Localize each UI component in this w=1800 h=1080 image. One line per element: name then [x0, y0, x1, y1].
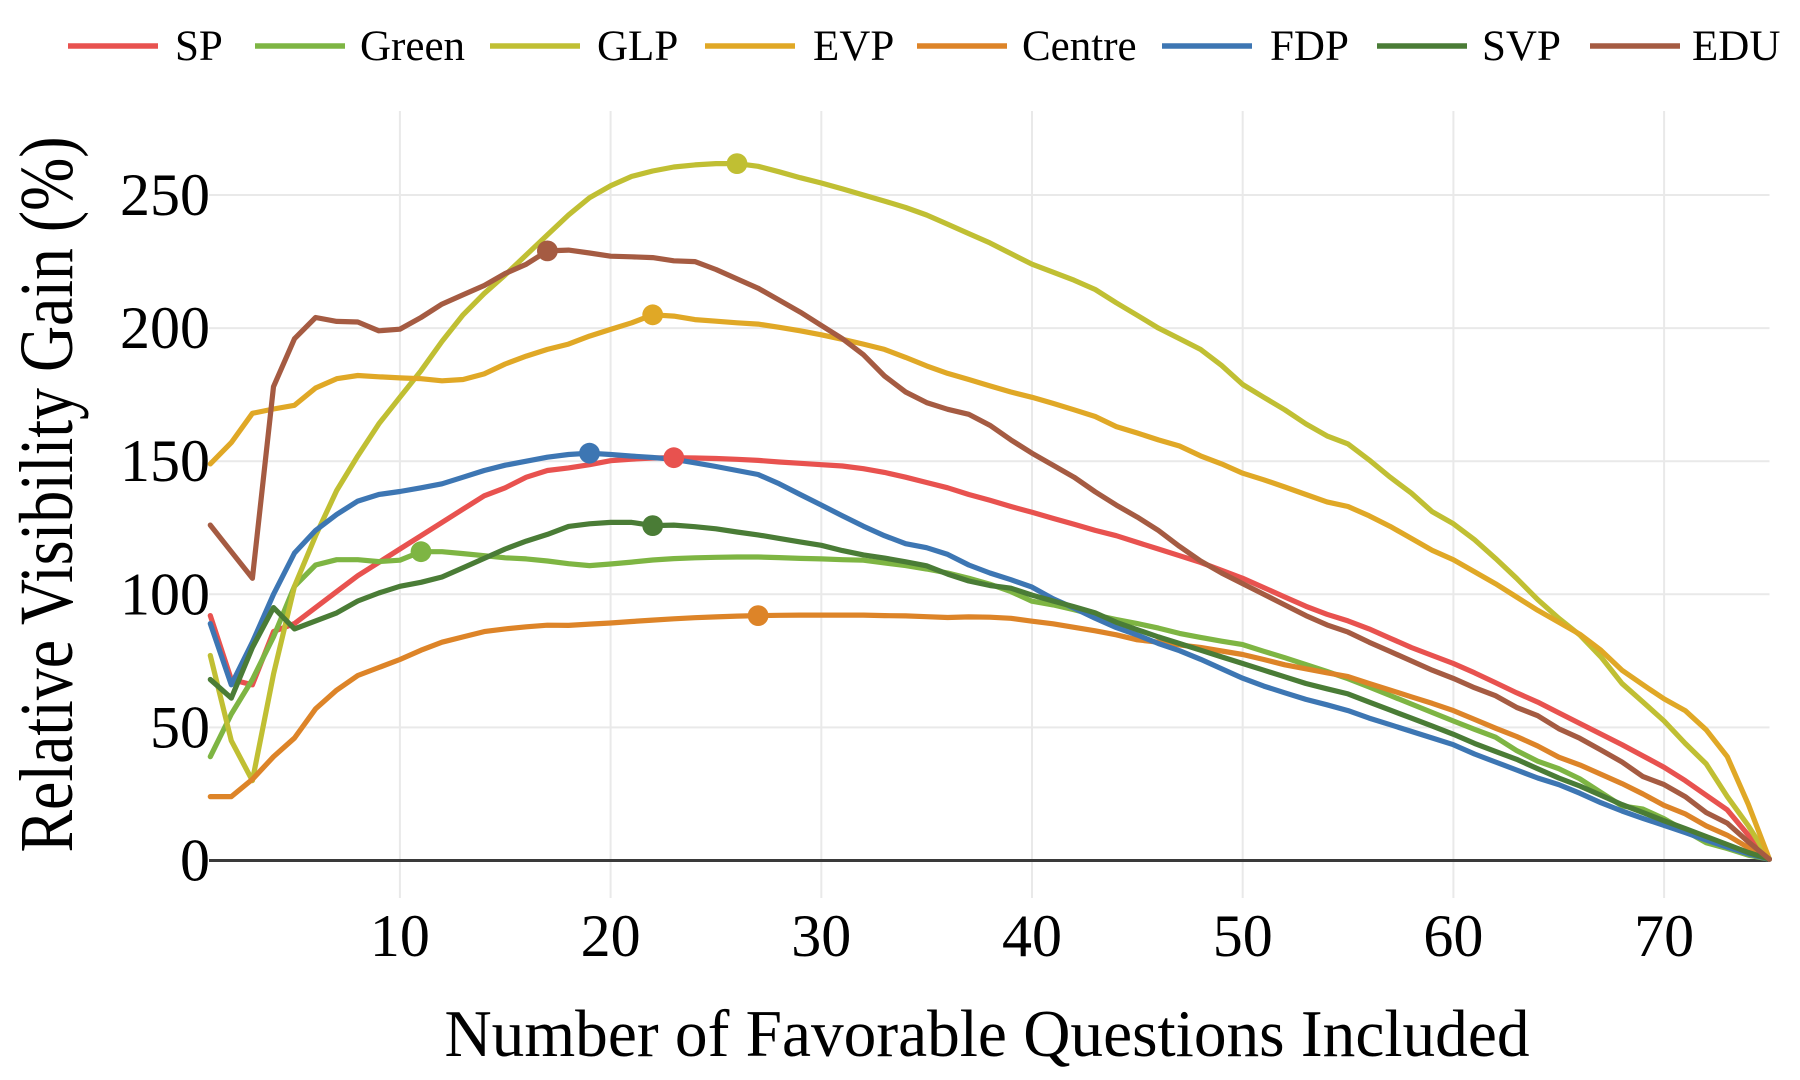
- svg-text:150: 150: [120, 428, 210, 494]
- svg-text:Relative Visibility Gain (%): Relative Visibility Gain (%): [5, 137, 89, 853]
- svg-text:SVP: SVP: [1482, 23, 1561, 70]
- svg-text:70: 70: [1634, 903, 1694, 969]
- svg-text:GLP: GLP: [597, 23, 678, 70]
- svg-text:200: 200: [120, 295, 210, 361]
- svg-text:EVP: EVP: [813, 23, 894, 70]
- svg-text:20: 20: [581, 903, 641, 969]
- svg-text:0: 0: [180, 828, 210, 894]
- svg-text:Green: Green: [360, 23, 465, 70]
- svg-text:40: 40: [1002, 903, 1062, 969]
- svg-text:FDP: FDP: [1270, 23, 1349, 70]
- svg-text:250: 250: [120, 162, 210, 228]
- svg-text:Centre: Centre: [1022, 23, 1137, 70]
- svg-text:30: 30: [791, 903, 851, 969]
- svg-text:SP: SP: [175, 23, 223, 70]
- svg-text:100: 100: [120, 561, 210, 627]
- svg-text:Number of Favorable Questions: Number of Favorable Questions Included: [445, 997, 1530, 1071]
- svg-text:60: 60: [1423, 903, 1483, 969]
- svg-text:50: 50: [150, 694, 210, 760]
- svg-text:EDU: EDU: [1692, 23, 1780, 70]
- svg-text:50: 50: [1213, 903, 1273, 969]
- svg-text:10: 10: [370, 903, 430, 969]
